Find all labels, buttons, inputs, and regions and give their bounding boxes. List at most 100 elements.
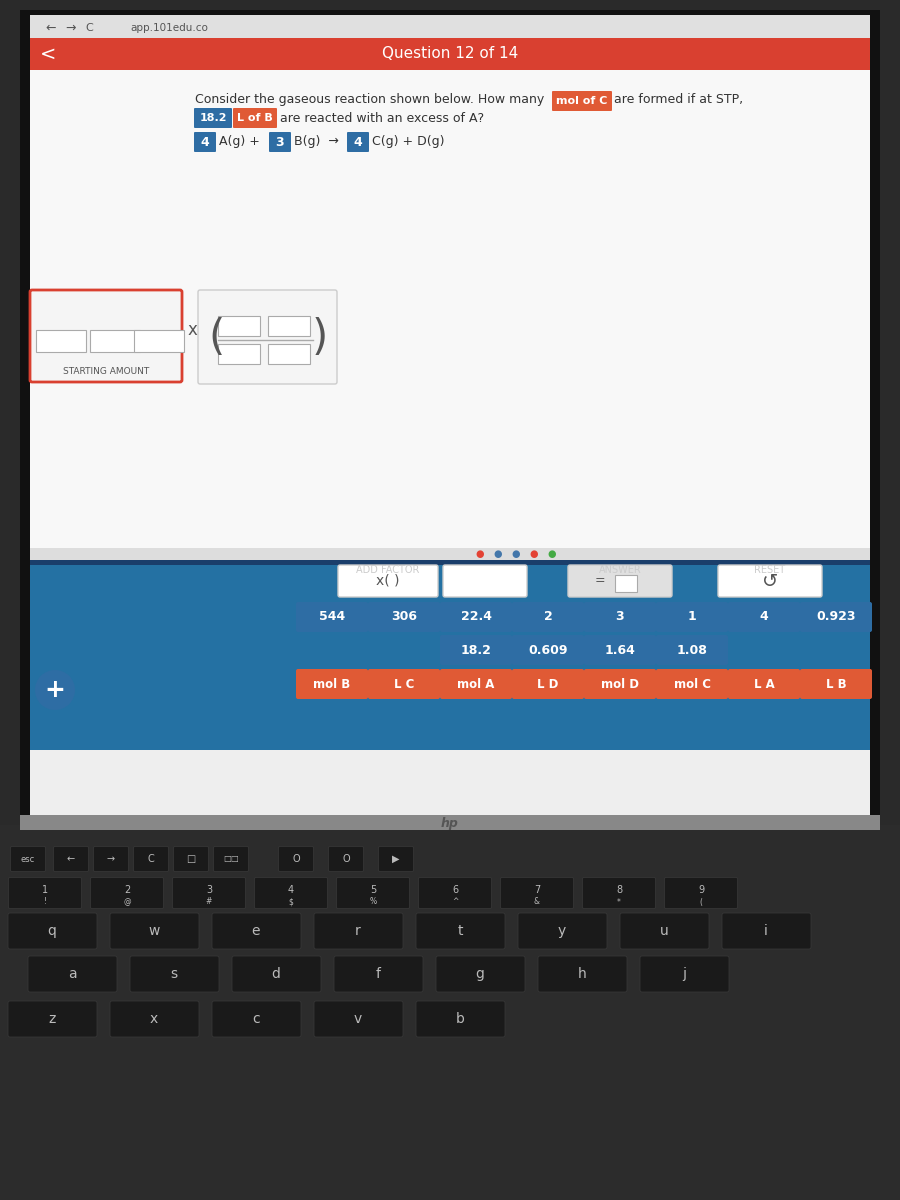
Text: j: j — [682, 967, 686, 982]
Text: ^: ^ — [452, 898, 458, 906]
Text: C: C — [85, 23, 93, 32]
Text: O: O — [342, 854, 350, 864]
FancyBboxPatch shape — [518, 913, 607, 949]
Text: □□: □□ — [223, 854, 238, 864]
Text: h: h — [578, 967, 587, 982]
FancyBboxPatch shape — [656, 635, 728, 665]
FancyBboxPatch shape — [212, 1001, 301, 1037]
Bar — [218, 316, 260, 336]
FancyBboxPatch shape — [379, 846, 413, 871]
FancyBboxPatch shape — [728, 602, 800, 632]
FancyBboxPatch shape — [110, 1001, 199, 1037]
FancyBboxPatch shape — [416, 1001, 505, 1037]
Text: ←: ← — [67, 854, 75, 864]
Text: ANSWER: ANSWER — [598, 565, 642, 575]
FancyBboxPatch shape — [440, 670, 512, 698]
Text: 1.08: 1.08 — [677, 643, 707, 656]
Bar — [268, 344, 310, 364]
Text: 22.4: 22.4 — [461, 611, 491, 624]
Text: x: x — [150, 1012, 158, 1026]
Text: ●: ● — [548, 550, 556, 559]
Text: 8: 8 — [616, 886, 622, 895]
Text: r: r — [356, 924, 361, 938]
FancyBboxPatch shape — [512, 635, 584, 665]
Text: y: y — [558, 924, 566, 938]
Bar — [615, 575, 637, 592]
Bar — [30, 548, 870, 560]
FancyBboxPatch shape — [30, 290, 182, 382]
Text: 1.64: 1.64 — [605, 643, 635, 656]
Text: 6: 6 — [452, 886, 458, 895]
FancyBboxPatch shape — [620, 913, 709, 949]
FancyBboxPatch shape — [94, 846, 129, 871]
FancyBboxPatch shape — [728, 670, 800, 698]
Text: c: c — [252, 1012, 260, 1026]
FancyBboxPatch shape — [800, 602, 872, 632]
Text: 3: 3 — [616, 611, 625, 624]
Text: d: d — [272, 967, 281, 982]
Text: e: e — [252, 924, 260, 938]
FancyBboxPatch shape — [278, 846, 313, 871]
Text: =: = — [595, 575, 606, 588]
Text: ): ) — [311, 317, 328, 359]
FancyBboxPatch shape — [656, 670, 728, 698]
Text: b: b — [455, 1012, 464, 1026]
FancyBboxPatch shape — [8, 1001, 97, 1037]
Text: 544: 544 — [319, 611, 345, 624]
FancyBboxPatch shape — [8, 877, 82, 908]
Text: B(g)  →: B(g) → — [294, 136, 339, 149]
Text: &: & — [534, 898, 540, 906]
Text: @: @ — [123, 898, 130, 906]
Text: mol B: mol B — [313, 678, 351, 690]
Text: 7: 7 — [534, 886, 540, 895]
Bar — [30, 70, 870, 560]
FancyBboxPatch shape — [53, 846, 88, 871]
Text: ●: ● — [476, 550, 484, 559]
FancyBboxPatch shape — [552, 91, 612, 110]
Text: 4: 4 — [288, 886, 294, 895]
Text: 1: 1 — [688, 611, 697, 624]
Text: L C: L C — [394, 678, 414, 690]
Text: f: f — [375, 967, 381, 982]
FancyBboxPatch shape — [436, 956, 525, 992]
Bar — [134, 330, 184, 352]
Bar — [30, 20, 870, 820]
Text: v: v — [354, 1012, 362, 1026]
Text: ↺: ↺ — [761, 571, 778, 590]
FancyBboxPatch shape — [212, 913, 301, 949]
Text: 9: 9 — [698, 886, 704, 895]
FancyBboxPatch shape — [718, 565, 822, 596]
Text: ●: ● — [512, 550, 520, 559]
Text: RESET: RESET — [754, 565, 786, 575]
Text: u: u — [660, 924, 669, 938]
FancyBboxPatch shape — [584, 602, 656, 632]
Text: *: * — [617, 898, 621, 906]
Text: x: x — [187, 320, 197, 338]
FancyBboxPatch shape — [194, 132, 216, 152]
Text: #: # — [206, 898, 212, 906]
Text: <: < — [40, 44, 57, 64]
Text: 5: 5 — [370, 886, 376, 895]
Text: 4: 4 — [760, 611, 769, 624]
FancyBboxPatch shape — [213, 846, 248, 871]
Text: L D: L D — [537, 678, 559, 690]
FancyBboxPatch shape — [338, 565, 438, 596]
Bar — [30, 38, 870, 70]
FancyBboxPatch shape — [130, 956, 219, 992]
Text: STARTING AMOUNT: STARTING AMOUNT — [63, 367, 149, 377]
Text: g: g — [475, 967, 484, 982]
Text: +: + — [45, 678, 66, 702]
Text: 4: 4 — [354, 136, 363, 149]
FancyBboxPatch shape — [269, 132, 291, 152]
Text: O: O — [292, 854, 300, 864]
Bar — [0, 826, 900, 1200]
Text: q: q — [48, 924, 57, 938]
Text: 0.923: 0.923 — [816, 611, 856, 624]
Text: 0.609: 0.609 — [528, 643, 568, 656]
Text: 2: 2 — [124, 886, 130, 895]
Text: !: ! — [43, 898, 47, 906]
Text: Question 12 of 14: Question 12 of 14 — [382, 47, 518, 61]
FancyBboxPatch shape — [8, 913, 97, 949]
Bar — [20, 10, 880, 830]
Text: L A: L A — [753, 678, 774, 690]
